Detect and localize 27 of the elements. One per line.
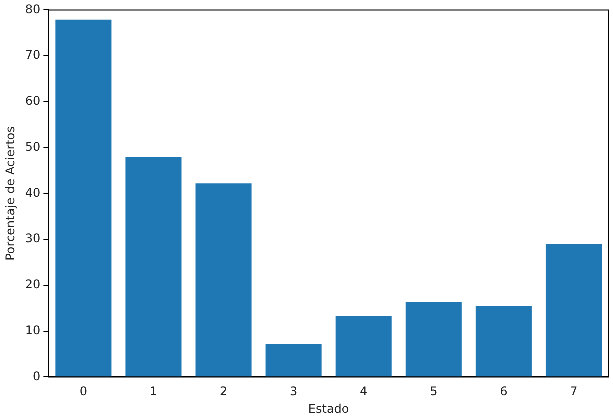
x-tick-label: 7 (570, 384, 578, 399)
y-tick-label: 80 (25, 2, 41, 16)
y-tick-label: 70 (25, 48, 41, 62)
bar (546, 244, 602, 377)
bar (336, 316, 392, 377)
y-tick-label: 50 (25, 140, 41, 154)
bar (476, 306, 532, 377)
bar (56, 20, 112, 377)
x-tick-label: 6 (500, 384, 508, 399)
x-tick-label: 4 (360, 384, 368, 399)
y-tick-label: 20 (25, 278, 41, 292)
bar (266, 344, 322, 377)
x-tick-label: 5 (430, 384, 438, 399)
y-tick-label: 0 (33, 369, 41, 384)
x-tick-label: 1 (150, 384, 158, 399)
bar (406, 302, 462, 377)
x-tick-label: 2 (220, 384, 228, 399)
y-axis-title: Porcentaje de Aciertos (3, 126, 18, 261)
x-tick-label: 0 (80, 384, 88, 399)
y-tick-label: 10 (25, 323, 41, 338)
bar (126, 157, 182, 377)
y-tick-label: 30 (25, 232, 41, 246)
x-tick-label: 3 (290, 384, 298, 399)
y-tick-label: 60 (25, 94, 41, 108)
x-axis-title: Estado (308, 402, 350, 416)
bar (196, 184, 252, 377)
y-tick-label: 40 (25, 186, 41, 200)
